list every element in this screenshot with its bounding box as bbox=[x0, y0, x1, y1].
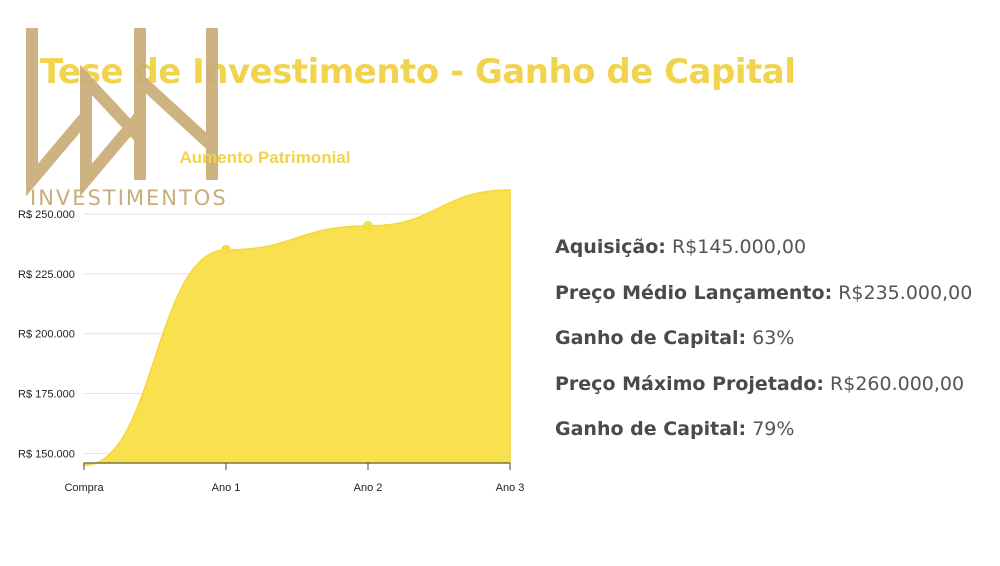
data-point bbox=[363, 220, 373, 231]
logo-text: INVESTIMENTOS bbox=[30, 186, 228, 210]
fact-ganho-capital-1: Ganho de Capital: 63% bbox=[555, 327, 795, 349]
page-title: Tese de Investimento - Ganho de Capital bbox=[40, 52, 796, 92]
area-chart: R$ 150.000 R$ 175.000 R$ 200.000 R$ 225.000… bbox=[18, 148, 524, 494]
fact-ganho-capital-2: Ganho de Capital: 79% bbox=[555, 418, 795, 440]
x-tick-label: Ano 1 bbox=[212, 482, 241, 494]
fact-preco-medio: Preço Médio Lançamento: R$235.000,00 bbox=[555, 281, 973, 304]
x-tick-labels: Compra Ano 1 Ano 2 Ano 3 bbox=[64, 482, 524, 494]
wn-logo bbox=[26, 28, 218, 197]
y-tick-label: R$ 250.000 bbox=[18, 209, 75, 221]
x-axis bbox=[83, 462, 511, 470]
fact-preco-maximo: Preço Máximo Projetado: R$260.000,00 bbox=[555, 372, 965, 395]
x-tick-label: Compra bbox=[64, 482, 104, 494]
chart-title: Aumento Patrimonial bbox=[180, 148, 351, 167]
x-tick-label: Ano 3 bbox=[496, 482, 525, 494]
y-tick-label: R$ 175.000 bbox=[18, 389, 75, 401]
facts-list: Aquisição: R$145.000,00 Preço Médio Lanç… bbox=[555, 236, 972, 464]
x-tick-label: Ano 2 bbox=[354, 482, 383, 494]
data-point bbox=[221, 244, 231, 255]
y-axis: R$ 150.000 R$ 175.000 R$ 200.000 R$ 225.000… bbox=[18, 209, 75, 460]
fact-aquisicao: Aquisição: R$145.000,00 bbox=[555, 236, 807, 258]
data-points bbox=[221, 220, 373, 255]
y-tick-label: R$ 225.000 bbox=[18, 269, 75, 281]
area-fill bbox=[83, 189, 511, 467]
y-tick-label: R$ 150.000 bbox=[18, 448, 75, 460]
y-tick-label: R$ 200.000 bbox=[18, 329, 75, 341]
